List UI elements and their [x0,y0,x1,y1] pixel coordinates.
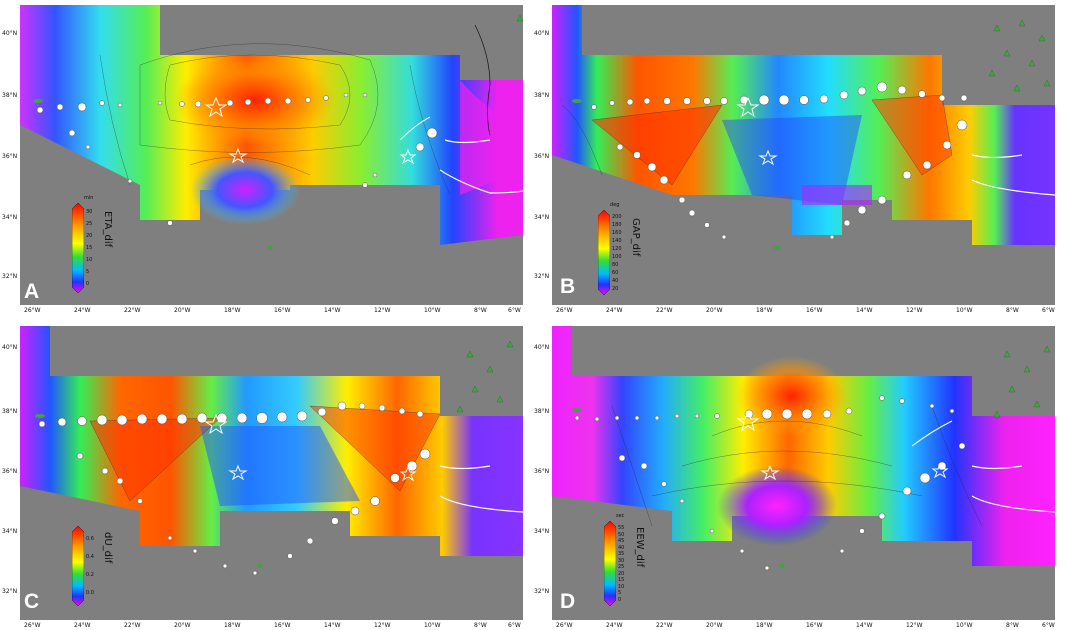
panel-d: D sec 55 50 45 40 35 30 25 20 15 10 5 0 … [552,326,1055,620]
panel-b-colorbar-title: GAP_dif [630,218,641,257]
panel-a-colorbar: min 30 25 20 15 10 5 0 ETA_dif [72,195,122,293]
panel-b-label: B [560,275,576,298]
panel-b-colorbar: deg 200 180 160 140 120 100 80 60 40 20 … [598,202,653,300]
panel-c-label: C [24,590,40,613]
panel-d-colorbar: sec 55 50 45 40 35 30 25 20 15 10 5 0 EE… [604,513,654,616]
panel-d-colorbar-title: EEW_dif [634,527,645,568]
panel-a-label: A [24,280,40,303]
panel-a-map [20,5,523,250]
panel-c-colorbar: 0.6 0.4 0.2 0.0 dU_dif [72,526,122,616]
panel-c-map [20,326,523,576]
panel-a-colorbar-title: ETA_dif [102,211,113,248]
panel-a: A min 30 25 20 15 10 5 0 ETA_dif [20,5,523,305]
panel-c: C 0.6 0.4 0.2 0.0 dU_dif [20,326,523,620]
panel-b-map [552,5,1055,250]
panel-d-map [552,326,1055,571]
panel-d-label: D [560,590,576,613]
panel-c-colorbar-title: dU_dif [102,532,113,564]
panel-b: B deg 200 180 160 140 120 100 80 60 40 2… [552,5,1055,305]
epicenter-star-icon [204,96,228,118]
